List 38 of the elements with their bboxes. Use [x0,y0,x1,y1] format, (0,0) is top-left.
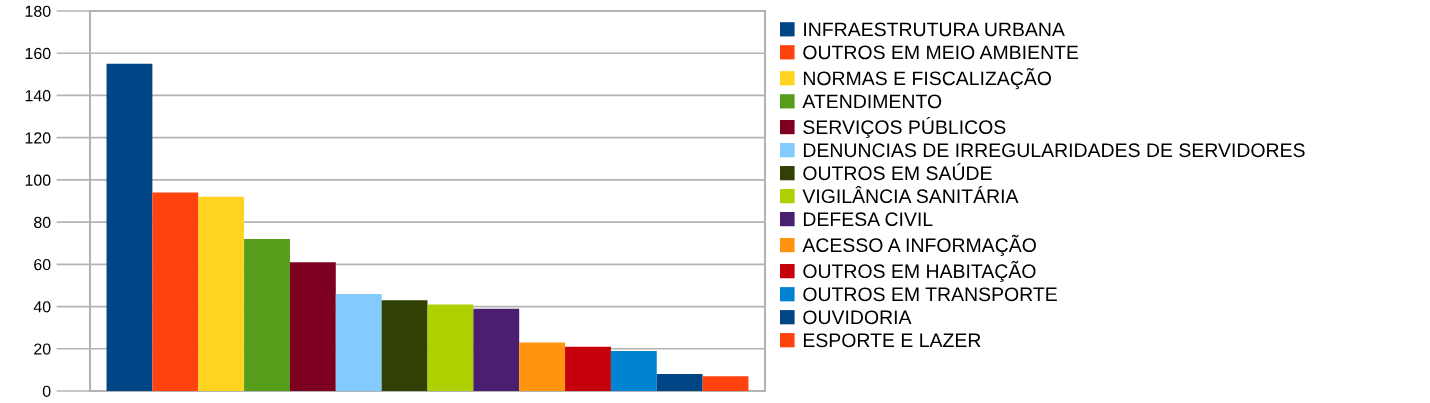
bar [519,342,566,391]
legend-label: DENUNCIAS DE IRREGULARIDADES DE SERVIDORES [803,143,1305,158]
bar [198,196,245,391]
legend-label: NORMAS E FISCALIZAÇÃO [803,67,1052,90]
bar [289,262,336,391]
legend-label: OUTROS EM MEIO AMBIENTE [803,45,1079,60]
bar [565,346,611,391]
bar [702,376,749,391]
legend-label: OUTROS EM SAÚDE [803,163,992,181]
legend-label: VIGILÂNCIA SANITÁRIA [802,185,1019,204]
bar [152,192,199,391]
y-tick-label: 180 [25,5,51,17]
bar [473,308,520,391]
bar [381,300,428,391]
legend-label: ATENDIMENTO [802,94,942,109]
y-tick-label: 120 [25,132,51,144]
y-tick-label: 60 [34,258,51,271]
legend-label: SERVIÇOS PÚBLICOS [803,117,1006,138]
bar [656,374,703,391]
legend-label: OUTROS EM TRANSPORTE [803,287,1057,302]
legend-label: ESPORTE E LAZER [803,333,981,348]
bar [335,293,382,391]
y-tick-label: 20 [34,343,51,355]
y-tick-label: 40 [33,301,51,313]
bar [106,63,153,391]
y-tick-label: 160 [25,47,51,60]
legend-label: ACESSO A INFORMAÇÃO [802,234,1036,256]
legend-label: OUTROS EM HABITAÇÃO [803,260,1036,283]
bar [427,304,474,391]
bar [610,350,657,391]
y-tick-label: 0 [42,385,51,397]
legend-label: DEFESA CIVIL [803,212,933,227]
legend-label: OUVIDORIA [803,310,912,325]
legend-label: INFRAESTRUTURA URBANA [804,22,1065,37]
y-tick-label: 100 [25,174,51,186]
y-tick-label: 80 [34,216,51,229]
y-tick-label: 140 [25,90,51,102]
bar [244,239,290,391]
